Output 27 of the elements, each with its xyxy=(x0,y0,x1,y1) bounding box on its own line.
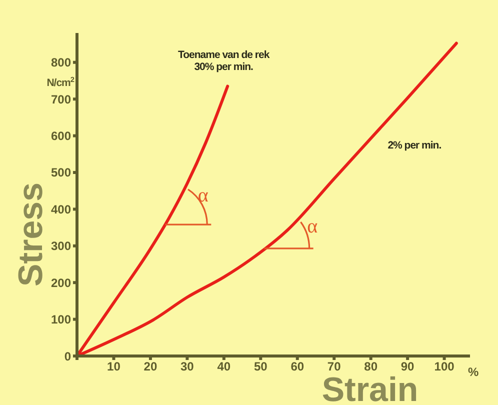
text: N/cm$^{2}$ xyxy=(46,74,74,89)
series-label: 2% per min. xyxy=(388,139,442,152)
x-tick-label: 10 xyxy=(107,360,121,374)
y-tick-label: 100 xyxy=(50,312,72,327)
y-tick-label: 0 xyxy=(64,349,72,364)
x-tick-label: 20 xyxy=(144,360,158,374)
annotation: α xyxy=(198,184,209,207)
y-tick-label: 600 xyxy=(50,129,72,144)
x-axis-title: Strain xyxy=(322,371,418,405)
y-axis-title: Stress xyxy=(12,182,50,286)
x-tick-label: 90 xyxy=(400,360,415,374)
x-tick-label: 70 xyxy=(327,360,342,374)
y-tick-label: 200 xyxy=(50,276,72,290)
y-tick-label: 300 xyxy=(50,239,72,254)
y-tick-label: 400 xyxy=(50,202,72,216)
text: Toename van de rek 30% per min. xyxy=(178,49,270,74)
x-tick-label: 100 xyxy=(434,360,455,374)
x-tick-label: 50 xyxy=(254,360,268,374)
annotation: α xyxy=(307,215,318,238)
y-tick-label: 800 xyxy=(50,56,72,70)
y-tick-label: 700 xyxy=(50,92,72,106)
x-tick-label: 30 xyxy=(180,360,194,374)
x-tick-label: 60 xyxy=(290,360,304,374)
x-tick-label: 40 xyxy=(217,360,231,374)
y-tick-label: 500 xyxy=(50,166,72,180)
x-tick-label: 80 xyxy=(364,360,378,374)
text: % xyxy=(468,365,479,379)
